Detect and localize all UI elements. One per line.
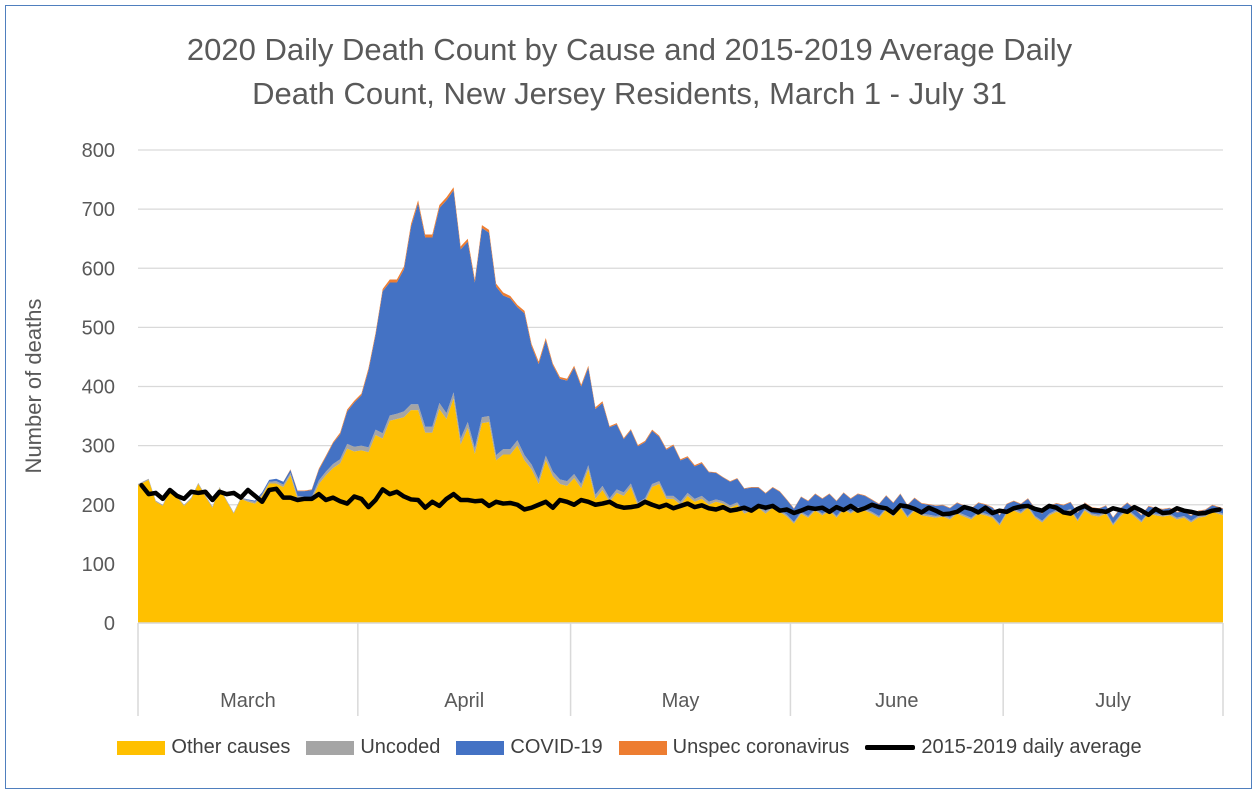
y-tick-label: 100 bbox=[82, 554, 115, 576]
y-tick-label: 700 bbox=[82, 199, 115, 221]
legend-label-uncoded: Uncoded bbox=[360, 736, 441, 758]
legend-item-uncoded: Uncoded bbox=[306, 736, 440, 759]
area-other-causes bbox=[138, 398, 1223, 623]
legend-item-daily-average: 2015-2019 daily average bbox=[865, 736, 1142, 759]
legend: Other causes Uncoded COVID-19 Unspec cor… bbox=[0, 736, 1259, 759]
chart-title: 2020 Daily Death Count by Cause and 2015… bbox=[0, 28, 1259, 116]
legend-swatch-covid bbox=[456, 740, 505, 755]
y-tick-labels: 0 100 200 300 400 500 600 700 800 bbox=[82, 140, 115, 635]
legend-swatch-uncoded bbox=[306, 740, 355, 755]
average-line-group bbox=[139, 482, 1222, 518]
y-tick-label: 400 bbox=[82, 377, 115, 399]
month-label-march: March bbox=[220, 690, 276, 712]
month-label-june: June bbox=[875, 690, 918, 712]
chart-title-line-2: Death Count, New Jersey Residents, March… bbox=[252, 76, 1007, 111]
month-label-may: May bbox=[662, 690, 700, 712]
chart-title-line-1: 2020 Daily Death Count by Cause and 2015… bbox=[186, 32, 1073, 67]
legend-item-covid: COVID-19 bbox=[456, 736, 603, 759]
legend-swatch-daily-average bbox=[865, 745, 916, 750]
y-tick-label: 300 bbox=[82, 436, 115, 458]
legend-swatch-unspec-coronavirus bbox=[618, 740, 667, 755]
line-2015-2019-daily-average bbox=[139, 482, 1222, 518]
legend-label-other-causes: Other causes bbox=[171, 736, 291, 758]
legend-swatch-other-causes bbox=[117, 740, 166, 755]
y-tick-label: 200 bbox=[82, 495, 115, 517]
legend-label-unspec-coronavirus: Unspec coronavirus bbox=[672, 736, 850, 758]
y-tick-label: 800 bbox=[82, 140, 115, 162]
stacked-areas bbox=[138, 187, 1223, 623]
y-tick-label: 600 bbox=[82, 258, 115, 280]
chart-frame bbox=[5, 5, 1252, 789]
month-label-april: April bbox=[444, 690, 484, 712]
y-tick-label: 500 bbox=[82, 317, 115, 339]
y-tick-label: 0 bbox=[104, 613, 115, 635]
legend-label-covid: COVID-19 bbox=[510, 736, 603, 758]
legend-item-other-causes: Other causes bbox=[117, 736, 290, 759]
legend-item-unspec-coronavirus: Unspec coronavirus bbox=[618, 736, 850, 759]
legend-label-daily-average: 2015-2019 daily average bbox=[921, 736, 1142, 758]
area-covid-19 bbox=[138, 190, 1223, 524]
month-label-july: July bbox=[1095, 690, 1131, 712]
x-axis: March April May June July bbox=[137, 622, 1224, 716]
